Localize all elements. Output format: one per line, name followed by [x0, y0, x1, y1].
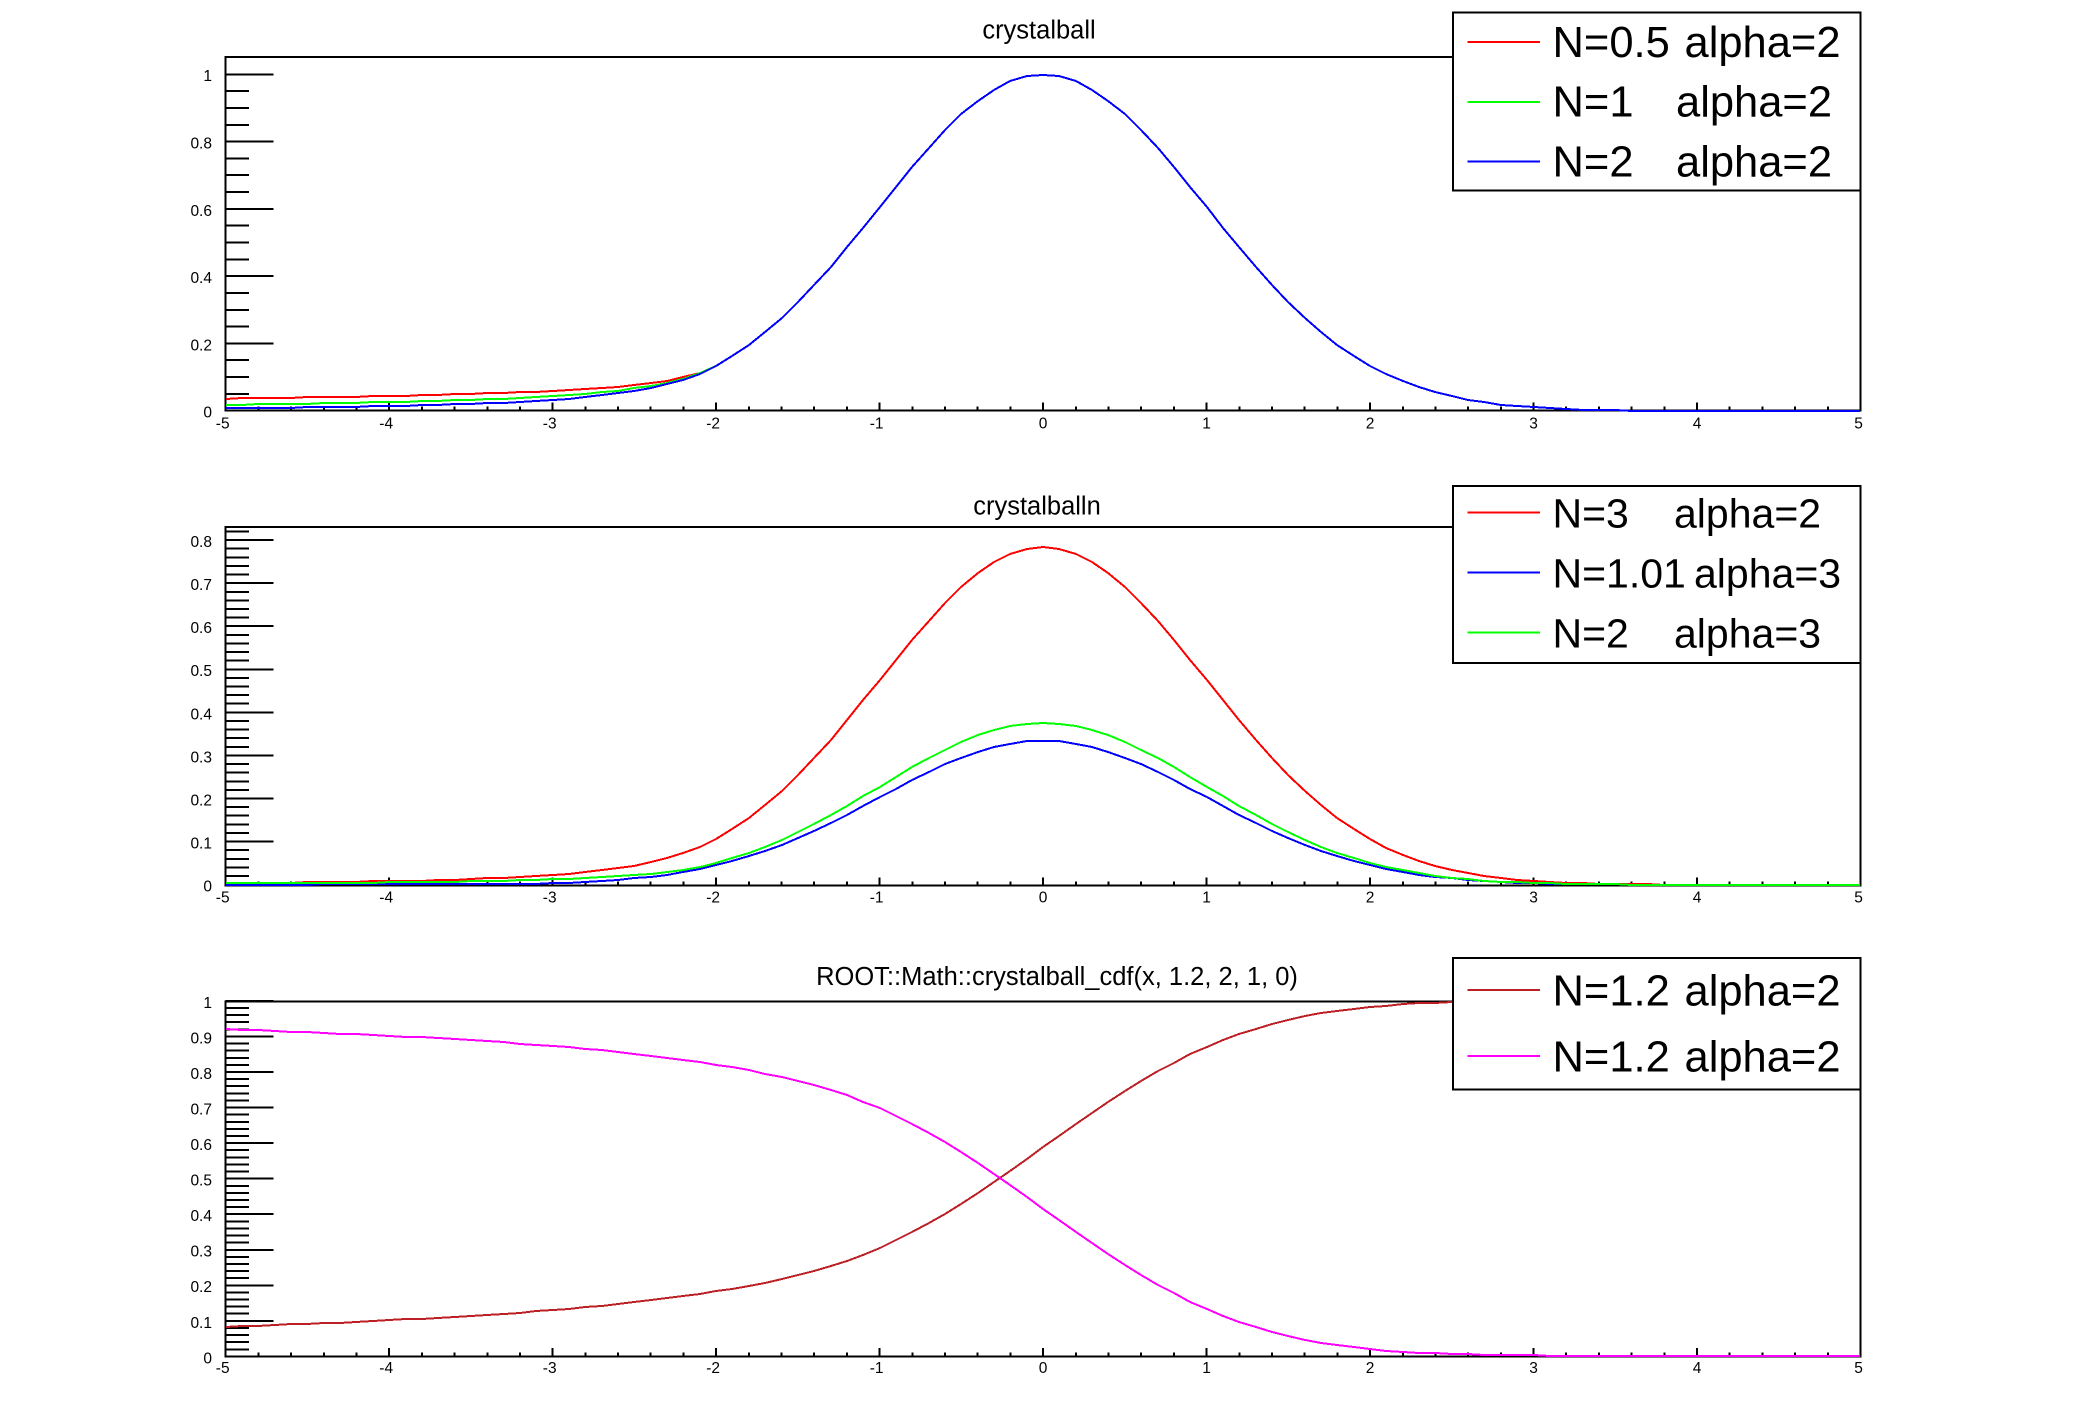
svg-text:N=2: N=2: [1553, 611, 1629, 657]
svg-text:-5: -5: [216, 416, 230, 433]
svg-text:0.3: 0.3: [190, 749, 212, 766]
svg-text:0: 0: [203, 1350, 212, 1367]
svg-text:alpha=2: alpha=2: [1676, 139, 1832, 187]
svg-text:0: 0: [1039, 416, 1048, 433]
svg-text:-3: -3: [543, 890, 557, 907]
svg-text:0.2: 0.2: [190, 792, 212, 809]
svg-text:alpha=2: alpha=2: [1674, 490, 1821, 536]
svg-text:0.6: 0.6: [190, 1137, 212, 1154]
svg-text:0.1: 0.1: [190, 1315, 212, 1332]
svg-text:-3: -3: [543, 416, 557, 433]
svg-text:2: 2: [1366, 416, 1375, 433]
svg-text:5: 5: [1854, 1360, 1863, 1377]
svg-text:0.5: 0.5: [190, 663, 212, 680]
svg-text:0.6: 0.6: [190, 620, 212, 637]
svg-text:0.8: 0.8: [190, 1066, 212, 1083]
svg-text:4: 4: [1693, 416, 1702, 433]
svg-text:4: 4: [1693, 890, 1702, 907]
svg-text:0.2: 0.2: [190, 337, 212, 354]
svg-text:-1: -1: [870, 890, 884, 907]
svg-text:0.1: 0.1: [190, 835, 212, 852]
svg-text:0: 0: [203, 405, 212, 422]
svg-text:alpha=2: alpha=2: [1685, 19, 1841, 67]
svg-text:N=0.5: N=0.5: [1553, 19, 1670, 67]
svg-text:1: 1: [203, 995, 212, 1012]
svg-text:0.8: 0.8: [190, 136, 212, 153]
svg-text:alpha=2: alpha=2: [1685, 1033, 1841, 1081]
svg-text:0.6: 0.6: [190, 203, 212, 220]
svg-text:3: 3: [1529, 1360, 1538, 1377]
svg-text:1: 1: [1202, 1360, 1211, 1377]
svg-text:-5: -5: [216, 1360, 230, 1377]
svg-text:3: 3: [1529, 416, 1538, 433]
svg-text:ROOT::Math::crystalball_cdf(x,: ROOT::Math::crystalball_cdf(x, 1.2, 2, 1…: [816, 963, 1298, 991]
svg-text:crystalball: crystalball: [982, 17, 1095, 45]
svg-text:0.3: 0.3: [190, 1244, 212, 1261]
svg-text:0.4: 0.4: [190, 706, 212, 723]
svg-text:1: 1: [1202, 890, 1211, 907]
svg-text:alpha=3: alpha=3: [1694, 551, 1841, 597]
svg-text:-5: -5: [216, 890, 230, 907]
svg-text:alpha=2: alpha=2: [1676, 79, 1832, 127]
svg-text:-2: -2: [706, 1360, 720, 1377]
svg-text:-2: -2: [706, 890, 720, 907]
svg-text:N=1.2: N=1.2: [1553, 1033, 1670, 1081]
svg-text:0.2: 0.2: [190, 1279, 212, 1296]
svg-text:N=2: N=2: [1553, 139, 1634, 187]
svg-text:0.7: 0.7: [190, 1102, 212, 1119]
svg-text:1: 1: [203, 68, 212, 85]
svg-text:0.4: 0.4: [190, 270, 212, 287]
svg-text:-4: -4: [379, 1360, 393, 1377]
svg-text:N=3: N=3: [1553, 490, 1629, 536]
svg-text:5: 5: [1854, 416, 1863, 433]
svg-text:alpha=3: alpha=3: [1674, 611, 1821, 657]
svg-text:0.8: 0.8: [190, 534, 212, 551]
svg-text:0.9: 0.9: [190, 1030, 212, 1047]
svg-text:-1: -1: [870, 1360, 884, 1377]
svg-text:3: 3: [1529, 890, 1538, 907]
svg-text:0.7: 0.7: [190, 577, 212, 594]
svg-text:crystalballn: crystalballn: [973, 493, 1101, 521]
svg-text:-1: -1: [870, 416, 884, 433]
svg-text:5: 5: [1854, 890, 1863, 907]
svg-text:N=1: N=1: [1553, 79, 1634, 127]
svg-text:-4: -4: [379, 890, 393, 907]
svg-text:alpha=2: alpha=2: [1685, 967, 1841, 1015]
svg-text:2: 2: [1366, 1360, 1375, 1377]
svg-text:0: 0: [203, 879, 212, 896]
svg-text:N=1.2: N=1.2: [1553, 967, 1670, 1015]
svg-text:4: 4: [1693, 1360, 1702, 1377]
svg-text:0: 0: [1039, 1360, 1048, 1377]
svg-text:2: 2: [1366, 890, 1375, 907]
svg-text:0: 0: [1039, 890, 1048, 907]
svg-text:-3: -3: [543, 1360, 557, 1377]
svg-text:0.5: 0.5: [190, 1173, 212, 1190]
svg-text:-2: -2: [706, 416, 720, 433]
svg-text:-4: -4: [379, 416, 393, 433]
svg-text:1: 1: [1202, 416, 1211, 433]
svg-text:N=1.01: N=1.01: [1553, 551, 1686, 597]
svg-text:0.4: 0.4: [190, 1208, 212, 1225]
